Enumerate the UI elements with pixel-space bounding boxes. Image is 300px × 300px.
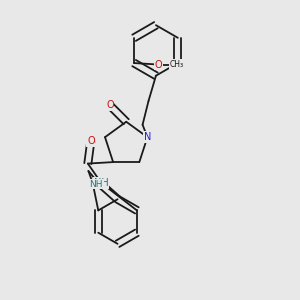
Text: O: O [106,100,114,110]
Text: N: N [144,132,151,142]
Text: CH₃: CH₃ [170,60,184,69]
Text: O: O [87,136,94,146]
Text: NH: NH [94,178,109,188]
Text: O: O [154,59,162,70]
Text: NH: NH [89,180,103,189]
